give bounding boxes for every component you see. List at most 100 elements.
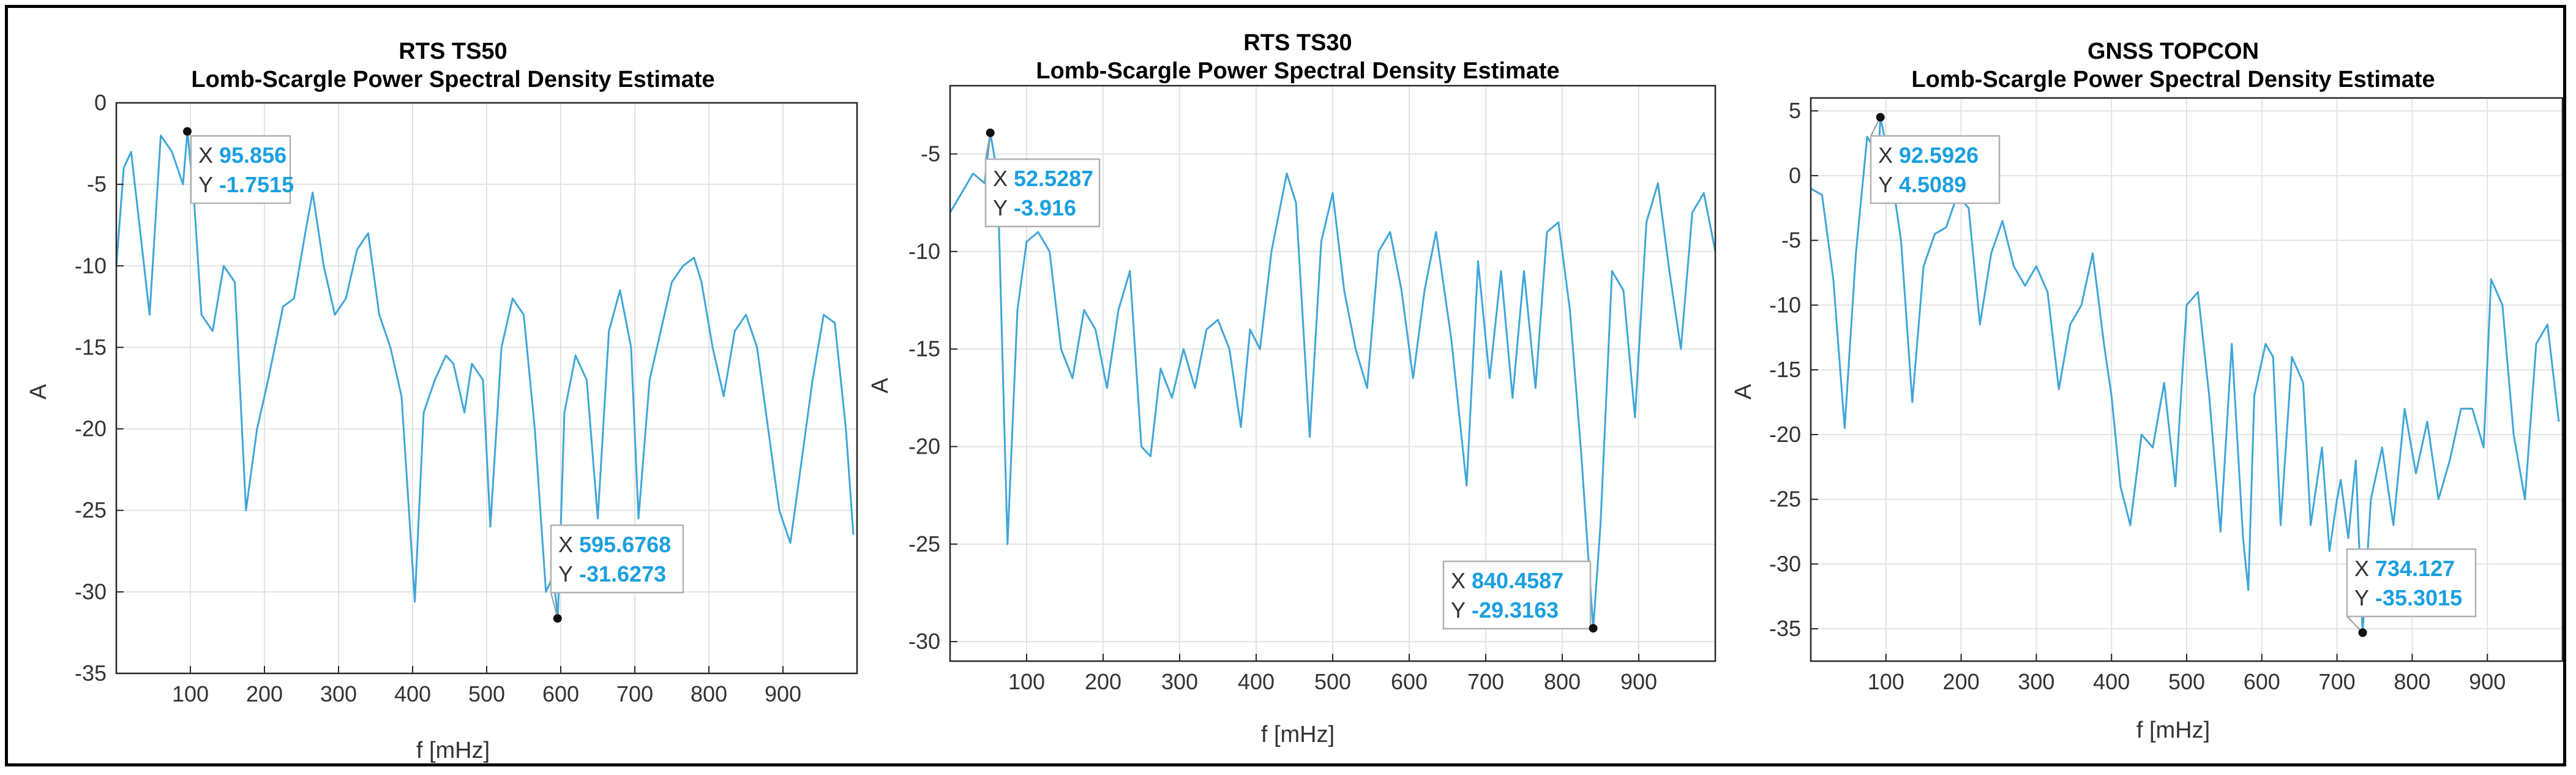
y-axis-label: A: [869, 378, 893, 394]
datatip-x-value: 840.4587: [1472, 568, 1563, 593]
y-tick-label: -20: [75, 416, 107, 441]
datatip-marker: [2358, 628, 2367, 637]
y-tick-label: -20: [908, 433, 940, 459]
datatip-marker: [182, 127, 192, 136]
datatip-box: [550, 524, 684, 594]
datatip-y-label: Y: [1451, 597, 1466, 623]
x-axis-label: f [mHz]: [1261, 722, 1335, 747]
datatip-box: [1442, 560, 1592, 630]
y-tick-label: -5: [1781, 228, 1801, 253]
datatip-y-value: -31.6273: [579, 561, 666, 586]
x-tick-label: 400: [1238, 669, 1275, 694]
datatip-x-label: X: [2354, 556, 2369, 581]
x-tick-label: 500: [468, 681, 505, 706]
datatip-marker: [986, 128, 995, 137]
datatip-box: [984, 158, 1101, 228]
y-tick-label: -30: [1769, 551, 1801, 576]
x-tick-label: 500: [1314, 669, 1351, 694]
datatip-x-value: 734.127: [2375, 556, 2455, 581]
y-tick-label: -25: [75, 498, 107, 523]
chart-title: GNSS TOPCON: [2087, 39, 2259, 64]
y-axis-label: A: [26, 384, 51, 400]
datatip-x-label: X: [1451, 568, 1466, 593]
chart-panel-gnss-topcon: GNSS TOPCON Lomb-Scargle Power Spectral …: [1731, 39, 2564, 743]
y-tick-label: -35: [75, 661, 107, 686]
y-tick-label: -15: [1769, 357, 1801, 382]
x-tick-label: 400: [394, 681, 431, 706]
y-tick-label: -30: [908, 629, 940, 654]
datatip-marker: [1876, 113, 1885, 122]
datatip-x-label: X: [558, 532, 573, 557]
x-tick-label: 200: [1943, 669, 1980, 694]
datatip-marker: [553, 614, 562, 623]
datatip-y-value: -3.916: [1014, 195, 1076, 220]
datatip-x-label: X: [993, 166, 1008, 191]
y-tick-label: -25: [1769, 487, 1801, 512]
x-tick-label: 600: [1391, 669, 1428, 694]
datatip-y-label: Y: [2354, 585, 2369, 610]
y-tick-label: -10: [908, 239, 940, 264]
x-tick-label: 700: [2319, 669, 2356, 694]
x-tick-label: 300: [2018, 669, 2054, 694]
datatip-leader: [550, 592, 558, 619]
y-tick-label: -5: [921, 141, 940, 167]
y-tick-label: 0: [94, 90, 107, 115]
datatip-y-value: -35.3015: [2375, 585, 2462, 610]
figure-frame: [5, 5, 2566, 766]
datatip-y-value: 4.5089: [1899, 172, 1966, 197]
datatip-marker: [1589, 624, 1598, 633]
chart-title: RTS TS30: [1243, 30, 1352, 56]
chart-panel-rts-ts50: RTS TS50 Lomb-Scargle Power Spectral Den…: [26, 39, 858, 763]
psd-series-line: [115, 130, 855, 620]
datatip-y-label: Y: [1878, 172, 1893, 197]
datatip-y-label: Y: [558, 561, 573, 586]
x-tick-label: 100: [172, 681, 209, 706]
y-tick-label: -20: [1769, 422, 1801, 447]
psd-series-line: [1810, 116, 2560, 634]
datatip-x-value: 95.856: [219, 143, 286, 168]
datatip-y-value: -1.7515: [219, 172, 294, 197]
x-tick-label: 300: [320, 681, 357, 706]
x-axis-label: f [mHz]: [416, 738, 490, 763]
x-tick-label: 800: [691, 681, 727, 706]
datatip-x-value: 595.6768: [579, 532, 671, 557]
y-tick-label: -10: [1769, 292, 1801, 317]
y-tick-label: 0: [1789, 163, 1801, 188]
x-tick-label: 500: [2168, 669, 2205, 694]
datatip-box: [190, 135, 291, 204]
y-tick-label: -30: [75, 579, 107, 604]
x-tick-label: 700: [1467, 669, 1504, 694]
x-tick-label: 200: [1085, 669, 1121, 694]
x-tick-label: 900: [2469, 669, 2506, 694]
y-tick-label: -15: [75, 334, 107, 359]
datatip-x-label: X: [1878, 143, 1893, 168]
chart-subtitle: Lomb-Scargle Power Spectral Density Esti…: [1911, 67, 2435, 92]
datatip-box: [2346, 548, 2477, 618]
y-tick-label: 5: [1789, 98, 1801, 123]
chart-panel-rts-ts30: RTS TS30 Lomb-Scargle Power Spectral Den…: [869, 30, 1717, 747]
y-tick-label: -25: [908, 531, 940, 556]
datatip-x-label: X: [198, 143, 213, 168]
x-tick-label: 700: [616, 681, 653, 706]
chart-subtitle: Lomb-Scargle Power Spectral Density Esti…: [1036, 58, 1559, 84]
y-tick-label: -15: [908, 336, 940, 361]
x-tick-label: 400: [2093, 669, 2130, 694]
y-tick-label: -5: [87, 171, 107, 197]
x-tick-label: 600: [2244, 669, 2280, 694]
datatip-x-value: 92.5926: [1899, 143, 1979, 168]
y-tick-label: -10: [75, 253, 107, 278]
datatip-leader: [985, 132, 991, 160]
x-tick-label: 900: [765, 681, 801, 706]
x-tick-label: 100: [1008, 669, 1045, 694]
chart-title: RTS TS50: [399, 39, 507, 64]
datatip-box: [1870, 135, 2001, 204]
x-tick-label: 300: [1161, 669, 1198, 694]
x-tick-label: 100: [1868, 669, 1904, 694]
datatip-x-value: 52.5287: [1014, 166, 1093, 191]
x-tick-label: 200: [246, 681, 283, 706]
y-tick-label: -35: [1769, 616, 1801, 641]
datatip-y-label: Y: [993, 195, 1008, 220]
x-axis-label: f [mHz]: [2136, 717, 2210, 743]
x-tick-label: 600: [542, 681, 579, 706]
x-tick-label: 900: [1620, 669, 1657, 694]
